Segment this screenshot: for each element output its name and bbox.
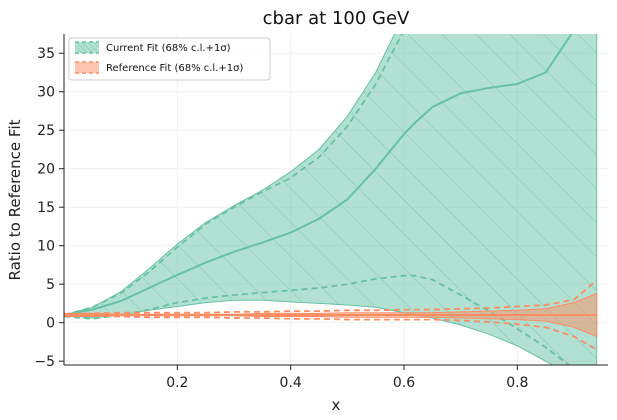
legend-entry-current-fit: Current Fit (68% c.l.+1σ) [75, 41, 231, 54]
x-tick-label-3: 0.8 [506, 375, 528, 391]
series-1 [64, 279, 598, 351]
legend-label-reference-fit: Reference Fit (68% c.l.+1σ) [106, 63, 243, 74]
y-tick-label-4: 15 [37, 200, 55, 216]
series-central-line-0 [64, 34, 573, 316]
x-axis-label: x [332, 396, 341, 414]
series-band-hatch-0 [64, 34, 597, 365]
x-ticks: 0.2 0.4 0.6 0.8 [166, 365, 528, 391]
plot-area [64, 34, 598, 365]
series-dashed-upper-1 [64, 279, 598, 316]
legend-label-current-fit: Current Fit (68% c.l.+1σ) [106, 43, 231, 54]
series-dashed-lower-1 [64, 314, 598, 351]
series-0 [64, 34, 598, 365]
legend-swatch-hatch-current-fit [75, 42, 99, 53]
y-axis-label: Ratio to Reference Fit [6, 119, 24, 280]
x-tick-label-1: 0.4 [280, 375, 302, 391]
y-tick-label-7: 30 [37, 85, 55, 101]
x-tick-label-2: 0.6 [393, 375, 415, 391]
y-tick-label-5: 20 [37, 162, 55, 178]
x-tick-label-0: 0.2 [166, 375, 188, 391]
y-tick-label-6: 25 [37, 123, 55, 139]
legend-box [68, 37, 271, 81]
y-ticks: −5 0 5 10 15 20 25 30 35 [34, 46, 64, 370]
series-layer [64, 34, 598, 365]
legend-swatch-reference-fit [75, 62, 99, 73]
legend: Current Fit (68% c.l.+1σ) Reference Fit … [68, 37, 271, 81]
y-tick-label-3: 10 [37, 239, 55, 255]
y-tick-label-2: 5 [46, 277, 55, 293]
y-tick-label-8: 35 [37, 46, 55, 62]
y-tick-label-1: 0 [46, 316, 55, 332]
legend-entry-reference-fit: Reference Fit (68% c.l.+1σ) [75, 61, 243, 74]
series-dashed-upper-0 [64, 34, 404, 316]
series-dashed-lower-0 [64, 274, 571, 365]
y-tick-label-0: −5 [34, 354, 55, 370]
chart-title: cbar at 100 GeV [263, 8, 410, 29]
